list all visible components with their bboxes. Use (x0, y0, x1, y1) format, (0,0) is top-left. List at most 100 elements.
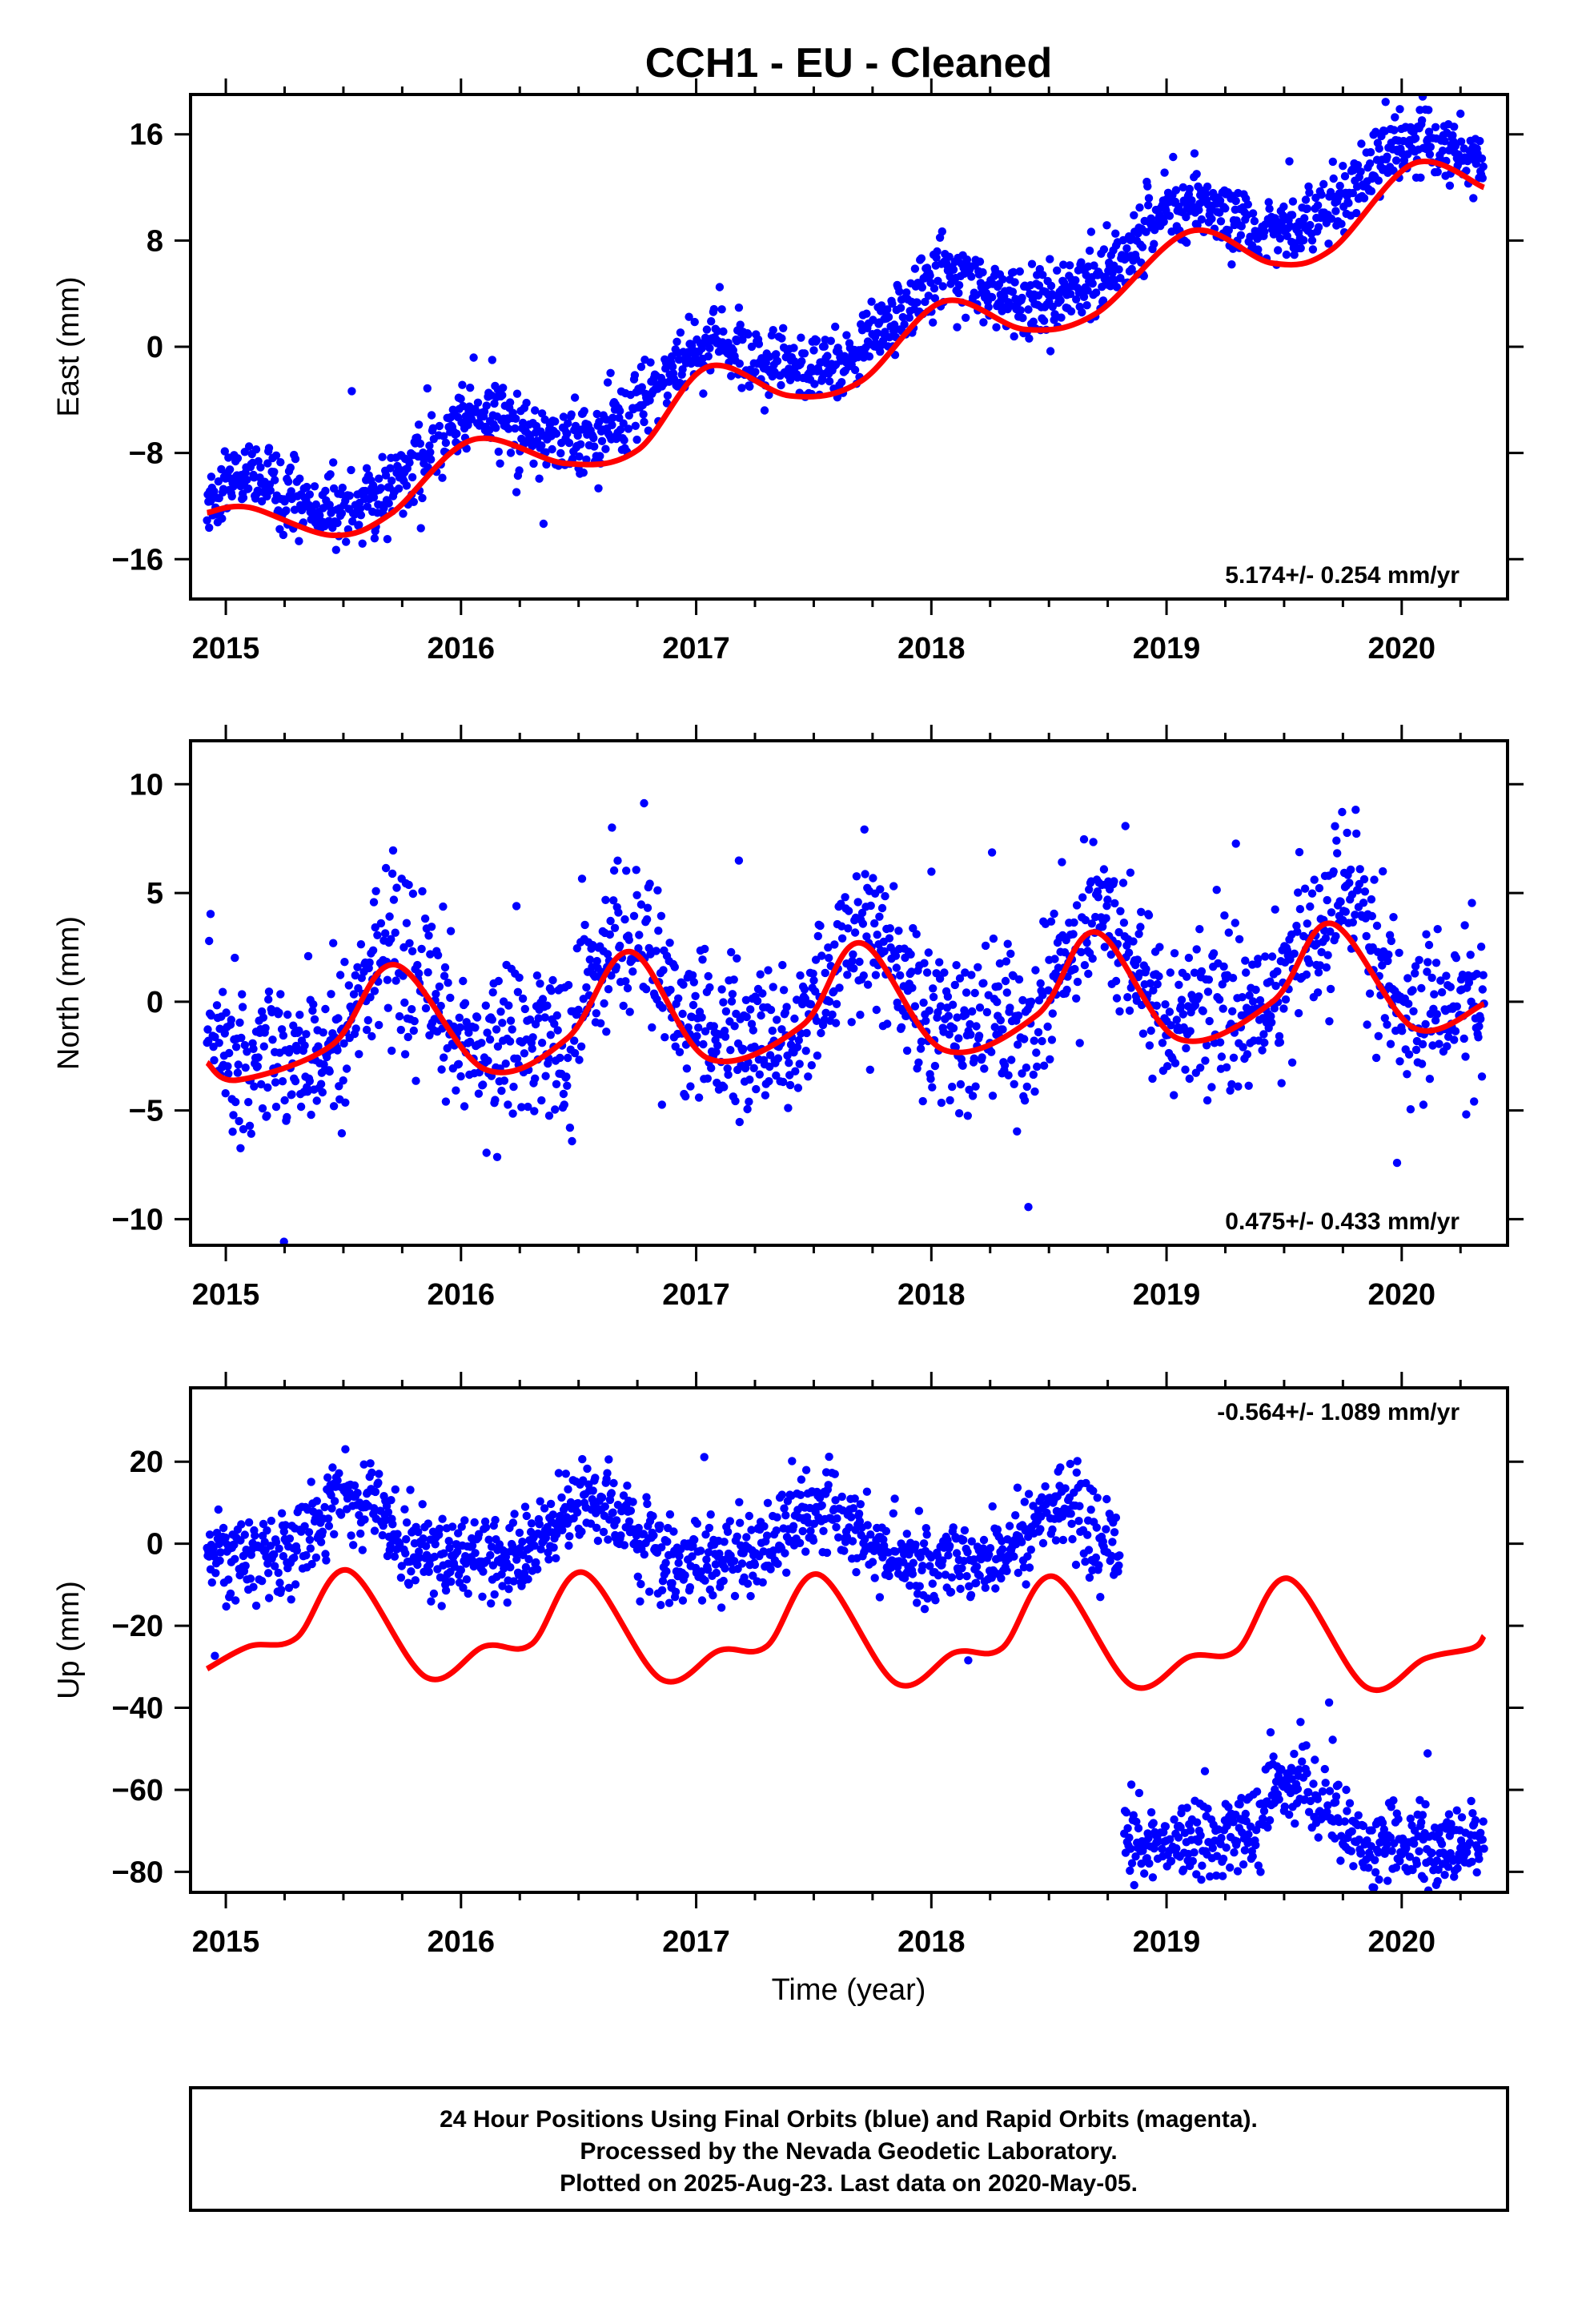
data-point-785 (812, 1016, 821, 1026)
data-point-1554 (1412, 1860, 1422, 1868)
data-point-1584 (1437, 987, 1447, 997)
data-point-385 (504, 1100, 512, 1109)
data-point-909 (902, 1530, 912, 1538)
data-point-209 (363, 502, 372, 511)
data-point-93 (276, 990, 285, 999)
data-point-90 (271, 476, 279, 485)
data-point-552 (635, 931, 644, 939)
data-point-1279 (1197, 967, 1207, 976)
data-point-464 (565, 1124, 575, 1132)
data-point-1132 (1078, 308, 1086, 317)
data-point-1470 (1340, 171, 1350, 181)
data-point-483 (580, 920, 589, 930)
data-point-257 (402, 1518, 412, 1527)
data-point-1220 (1144, 194, 1154, 203)
data-point-910 (910, 1002, 920, 1011)
data-point-369 (490, 399, 499, 408)
data-point-936 (929, 318, 938, 327)
data-point-530 (616, 941, 624, 951)
data-point-902 (902, 288, 911, 297)
data-point-456 (559, 412, 568, 421)
data-point-880 (884, 312, 893, 322)
data-point-1345 (1251, 985, 1260, 995)
data-point-1560 (1417, 983, 1426, 993)
data-point-157 (323, 1473, 332, 1482)
data-point-259 (404, 880, 413, 890)
data-point-430 (540, 1013, 549, 1022)
data-point-294 (427, 455, 436, 464)
data-point-685 (739, 1044, 748, 1054)
data-point-1369 (1266, 1728, 1275, 1737)
data-point-879 (878, 1553, 887, 1562)
data-point-1014 (987, 293, 997, 302)
data-point-1483 (1355, 865, 1364, 874)
data-point-637 (703, 1074, 712, 1084)
data-point-242 (389, 895, 399, 904)
data-point-50 (243, 1047, 251, 1056)
data-point-180 (340, 958, 349, 967)
data-point-924 (921, 1016, 930, 1026)
data-point-352 (479, 1080, 488, 1089)
data-point-133 (304, 1528, 314, 1537)
data-point-164 (329, 939, 338, 947)
data-point-704 (742, 1533, 751, 1542)
data-point-1245 (1170, 1815, 1178, 1824)
data-point-617 (685, 312, 693, 321)
data-point-1465 (1343, 1807, 1351, 1815)
data-point-424 (536, 979, 544, 988)
data-point-1215 (1144, 1834, 1153, 1843)
data-point-979 (958, 1564, 966, 1573)
data-point-278 (418, 1500, 427, 1509)
data-point-937 (930, 1061, 940, 1071)
data-point-744 (782, 1003, 791, 1011)
data-point-1401 (1293, 927, 1302, 936)
data-point-490 (578, 1454, 587, 1464)
data-point-518 (606, 916, 615, 926)
data-point-406 (520, 1004, 529, 1014)
data-point-1129 (1071, 1560, 1081, 1570)
data-point-1285 (1200, 1767, 1210, 1775)
data-point-371 (492, 1152, 502, 1162)
data-point-159 (325, 1067, 334, 1076)
data-point-969 (954, 288, 963, 298)
data-point-957 (948, 1082, 957, 1092)
data-point-1395 (1287, 1058, 1297, 1068)
data-point-1207 (1142, 964, 1150, 974)
data-point-864 (873, 328, 881, 337)
data-point-789 (806, 1526, 815, 1535)
data-point-1567 (1423, 967, 1431, 976)
data-point-937 (923, 1594, 932, 1603)
data-point-1222 (1152, 1001, 1162, 1011)
data-point-1428 (1315, 883, 1324, 893)
data-point-297 (428, 424, 438, 432)
data-point-922 (917, 283, 927, 292)
data-point-804 (817, 1501, 826, 1510)
data-point-226 (378, 1530, 387, 1540)
data-point-724 (758, 1578, 767, 1587)
data-point-1235 (1161, 1822, 1170, 1831)
data-point-828 (849, 950, 857, 959)
data-point-700 (749, 1063, 758, 1073)
data-point-82 (264, 1594, 274, 1602)
data-point-1517 (1383, 956, 1392, 966)
data-point-919 (917, 1037, 926, 1046)
data-point-418 (524, 1574, 532, 1584)
data-point-1332 (1231, 196, 1240, 206)
data-point-149 (318, 1088, 327, 1097)
data-point-1276 (1192, 1818, 1202, 1827)
data-point-158 (323, 1514, 333, 1523)
data-point-1144 (1085, 1573, 1094, 1582)
data-point-933 (928, 1083, 937, 1092)
data-point-893 (895, 287, 904, 296)
data-point-1441 (1323, 1807, 1331, 1816)
data-point-1219 (1144, 201, 1153, 210)
data-point-694 (745, 1076, 754, 1084)
data-point-96 (279, 1031, 288, 1040)
data-point-1451 (1332, 836, 1341, 845)
data-point-1300 (1207, 215, 1216, 223)
data-point-1513 (1374, 176, 1383, 185)
data-point-1604 (1452, 1002, 1462, 1011)
data-point-142 (310, 482, 319, 491)
data-point-240 (386, 464, 395, 472)
data-point-1613 (1460, 921, 1469, 930)
